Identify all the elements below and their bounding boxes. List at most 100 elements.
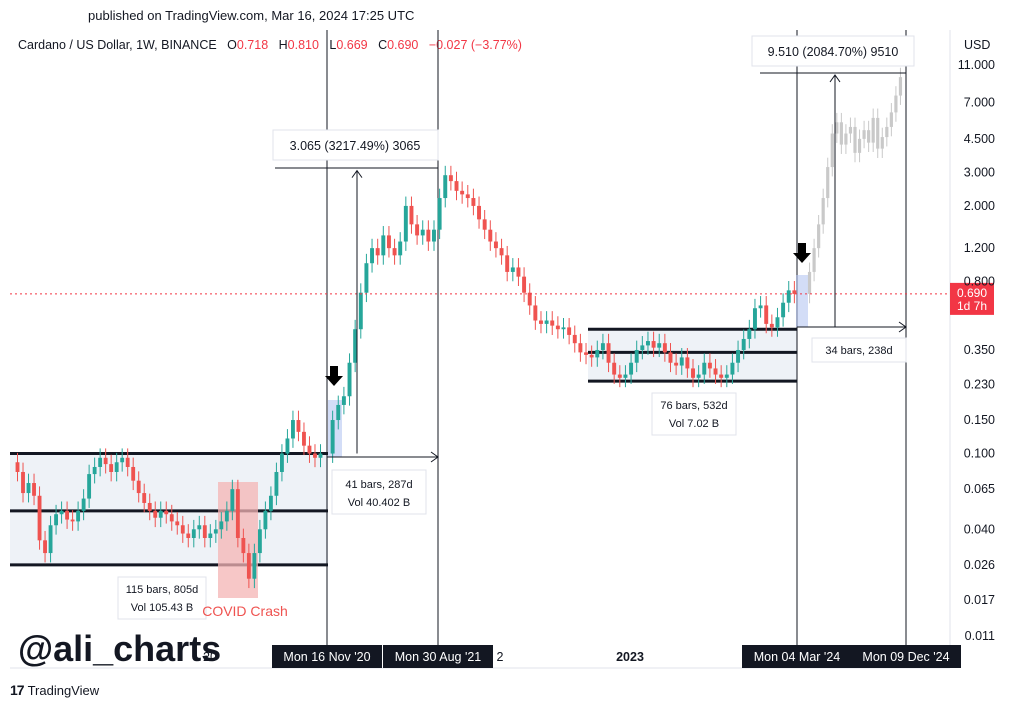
candle-body [702, 362, 707, 375]
candle-body [477, 205, 482, 220]
candle-body [792, 290, 797, 294]
projection-label: 3.065 (3217.49%) 3065 [290, 139, 421, 153]
candle-body [70, 519, 75, 522]
candle-body [876, 117, 880, 149]
candle-body [527, 292, 532, 306]
candle-body [235, 489, 240, 538]
candle-body [584, 352, 588, 355]
candle-body [153, 510, 158, 518]
candle-body [191, 529, 196, 538]
breakout-arrow-icon [793, 243, 811, 263]
y-tick-label: 0.350 [964, 343, 995, 357]
candle-body [280, 453, 284, 472]
candle-body [364, 263, 369, 293]
low-value: 0.669 [336, 38, 368, 52]
open-value: 0.718 [236, 38, 269, 52]
candle-body [807, 271, 812, 294]
y-tick-label: 0.017 [964, 593, 995, 607]
y-tick-label: 0.100 [964, 447, 995, 461]
candle-body [164, 510, 169, 515]
currency-label: USD [964, 38, 991, 52]
candle-body [764, 305, 769, 324]
candle-body [370, 248, 375, 264]
projection-label-box [751, 35, 915, 67]
candle-body [662, 343, 667, 353]
x-axis-label: Mon 04 Mar '24 [754, 650, 841, 664]
candle-body [296, 420, 301, 432]
candle-body [125, 457, 130, 467]
candle-body [871, 117, 875, 143]
candle-body [786, 290, 791, 303]
candle-body [752, 308, 757, 330]
candle-body [572, 334, 577, 344]
candle-body [724, 374, 729, 378]
candle-body [336, 404, 341, 421]
candle-body [330, 420, 335, 454]
candle-body [499, 248, 504, 256]
candle-body [835, 122, 839, 134]
candle-body [685, 357, 690, 369]
candle-body [839, 122, 843, 145]
y-tick-label: 0.150 [964, 413, 995, 427]
candle-body [443, 175, 448, 199]
candle-body [48, 525, 53, 554]
candle-body [561, 327, 566, 330]
candle-body [595, 349, 600, 358]
candle-body [758, 305, 763, 309]
low-label: L [329, 38, 337, 52]
range-stats-box [117, 576, 207, 620]
candle-body [415, 224, 420, 236]
y-tick-label: 0.800 [964, 275, 995, 289]
tradingview-brand: 17 TradingView [10, 682, 99, 698]
candle-body [781, 302, 786, 318]
candle-body [465, 194, 470, 199]
candle-body [15, 462, 20, 472]
candle-body [92, 466, 97, 475]
covid-crash-label: COVID Crash [202, 603, 288, 619]
range-stats-box [651, 392, 737, 436]
y-tick-label: 2.000 [964, 199, 995, 213]
candle-body [567, 327, 572, 335]
x-axis-label: Mon 30 Aug '21 [395, 650, 482, 664]
candle-body [821, 198, 825, 225]
candle-body [98, 457, 103, 467]
candle-body [880, 137, 884, 149]
candle-body [358, 292, 363, 330]
candle-body [103, 457, 108, 465]
candle-body [522, 276, 527, 293]
candle-body [454, 181, 459, 191]
candle-body [617, 374, 622, 378]
candle-body [516, 267, 521, 277]
candle-body [488, 229, 493, 242]
candle-body [81, 498, 86, 511]
y-tick-label: 7.000 [964, 95, 995, 109]
candle-body [43, 540, 47, 554]
candle-body [274, 471, 279, 496]
candle-body [353, 329, 358, 363]
high-label: H [278, 38, 288, 52]
candle-body [612, 362, 617, 375]
candle-body [555, 325, 560, 330]
candle-body [826, 167, 830, 199]
y-tick-label: 11.000 [958, 58, 995, 72]
candle-body [347, 362, 352, 397]
candle-body [640, 345, 645, 350]
projection-bars-arrowhead [430, 451, 439, 463]
x-axis-marker-bg [272, 645, 382, 668]
candle-body [719, 374, 724, 378]
candle-body [606, 343, 611, 363]
candle-body [853, 126, 857, 153]
candle-body [224, 510, 229, 522]
projection-bars-label: 41 bars, 287d [345, 479, 412, 491]
candle-body [889, 112, 893, 127]
candle-body [544, 320, 549, 324]
candle-body [114, 462, 119, 472]
candle-body [679, 357, 684, 366]
candle-body [409, 205, 414, 225]
candle-body [505, 255, 510, 272]
candle-body [403, 205, 408, 242]
candle-body [741, 338, 746, 350]
candle-body [493, 241, 498, 249]
candle-body [857, 138, 862, 153]
